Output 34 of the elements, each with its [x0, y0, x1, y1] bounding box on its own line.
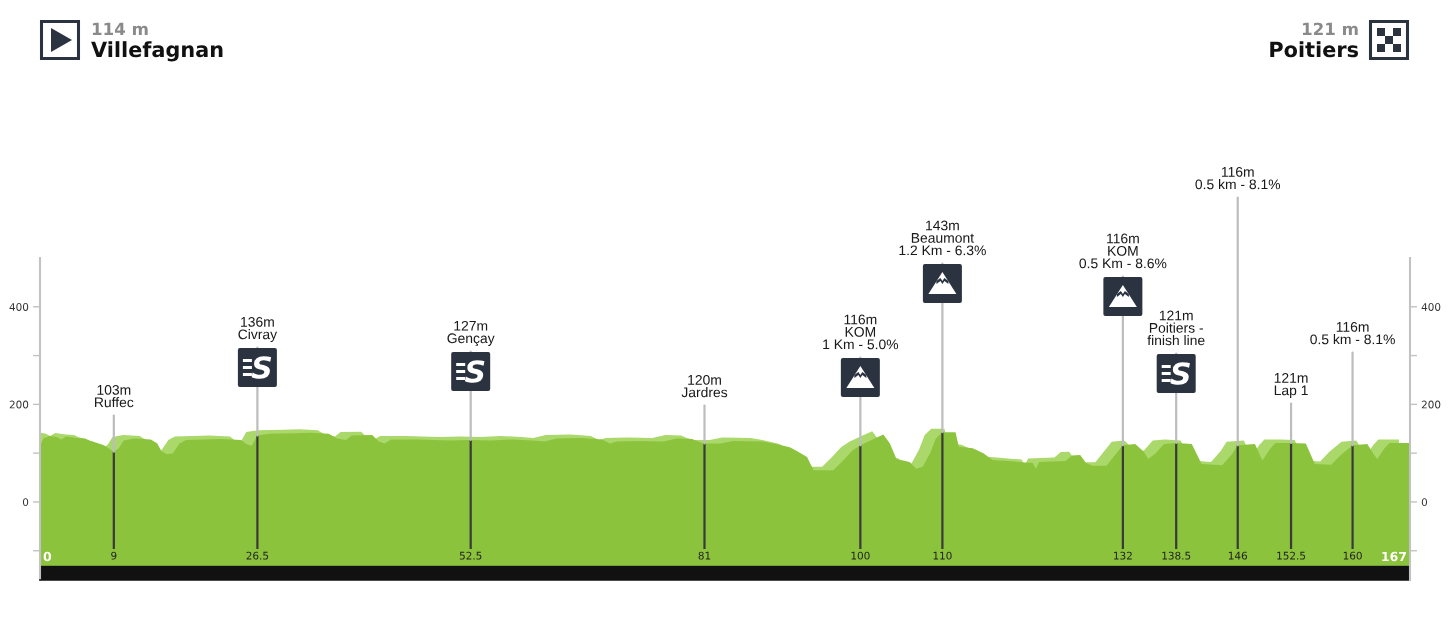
annotation: 121m Poitiers - finish line: [1147, 310, 1205, 346]
annotation: 103m Ruffec: [95, 384, 134, 408]
text: 121 m: [1302, 22, 1358, 35]
x-tick-label: 81: [698, 551, 711, 560]
annotation: 116m 0.5 km - 8.1%: [1310, 321, 1395, 345]
annotation: 116m 0.5 km - 8.1%: [1195, 166, 1281, 190]
annotation: 116m KOM 0.5 Km - 8.6%: [1079, 233, 1167, 269]
y2-tick-label: 400: [1421, 303, 1441, 311]
x-tick-label: 110: [933, 551, 952, 560]
x-tick-label: 52.5: [459, 551, 482, 560]
text: Villefagnan: [91, 41, 223, 62]
annotation: 136m Civray: [238, 316, 278, 342]
x-tick-label: 160: [1343, 551, 1362, 560]
x-tick-label: 100: [851, 551, 870, 560]
annotation: 120m Jardres: [681, 374, 728, 398]
x-tick-label: 167: [1382, 551, 1407, 562]
y2-tick-label: 0: [1421, 498, 1428, 507]
y-tick-label: 0: [22, 498, 29, 507]
y2-tick-label: 200: [1421, 400, 1441, 409]
y-tick-label: 200: [9, 400, 29, 409]
x-tick-label: 138.5: [1162, 551, 1191, 560]
annotation: 116m KOM 1 Km - 5.0%: [823, 314, 899, 350]
x-tick-label: 152.5: [1277, 551, 1306, 560]
x-tick-label: 132: [1114, 551, 1132, 560]
x-tick-label: 26.5: [246, 551, 269, 560]
annotation: 121m Lap 1: [1274, 372, 1308, 398]
annotation: 143m Beaumont 1.2 Km - 6.3%: [899, 220, 986, 256]
x-tick-label: 0: [43, 551, 52, 562]
x-tick-label: 146: [1228, 551, 1248, 560]
x-tick-label: 9: [111, 551, 117, 560]
text: 114 m: [92, 22, 148, 35]
annotation: 127m Gençay: [447, 320, 495, 346]
text: Poitiers: [1270, 41, 1359, 58]
y-tick-label: 400: [9, 303, 29, 311]
